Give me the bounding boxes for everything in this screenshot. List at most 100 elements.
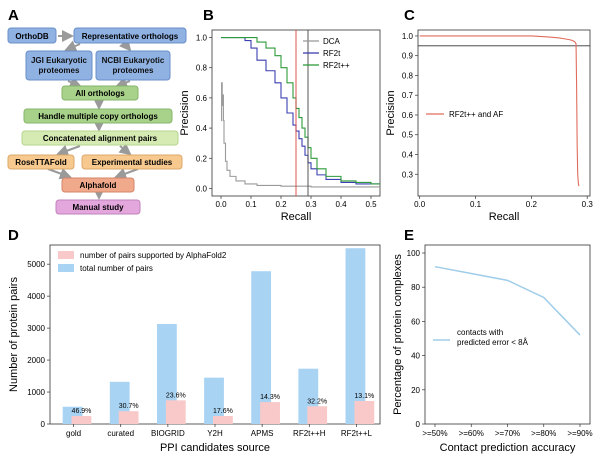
y-axis-title: Precision — [385, 90, 397, 135]
panel-c-label: C — [404, 7, 415, 24]
x-axis-title: Recall — [489, 211, 520, 223]
y-tick-label: 0.6 — [402, 111, 414, 120]
y-tick-label: 1.0 — [402, 32, 414, 41]
plot-e-frame — [424, 244, 591, 425]
y-tick-label: 1.0 — [196, 34, 208, 43]
y-tick-label: 0 — [41, 420, 46, 429]
y-tick-label: 0.0 — [196, 184, 208, 193]
x-tick-label: 0.3 — [305, 200, 317, 209]
series-line-rf2tpp — [221, 36, 380, 185]
panel-d-chart: D 0 1000 2000 3000 4000 5000 46.9% gold 30.7% cura… — [8, 227, 381, 454]
panel-a-label: A — [8, 7, 19, 24]
panel-c-chart: C 0.0 0.1 0.2 0.3 0.3 0.4 0.5 0.6 0.7 0.8 0.9 1.0 Rec… — [385, 7, 593, 223]
panel-e-chart: E 0 20 40 60 80 100 >=50% >=60% >=70% >=80% >=90% Co… — [392, 227, 593, 454]
node-manual-study: Manual study — [55, 199, 141, 215]
bar-percent-label: 17.6% — [213, 408, 233, 415]
y-tick-label: 0.8 — [402, 71, 414, 80]
x-tick-label: 0.4 — [335, 200, 347, 209]
node-ncbi-proteomes: NCBI Eukaryotic proteomes — [95, 50, 171, 81]
x-tick-label: 0.0 — [414, 200, 426, 209]
legend-label: RF2t++ — [323, 61, 350, 70]
legend-label: DCA — [323, 37, 341, 46]
bar-total-biogrid — [156, 323, 177, 424]
y-tick-label: 80 — [411, 283, 420, 292]
node-handle-label: Handle multiple copy orthologs — [38, 112, 158, 121]
y-tick-label: 5000 — [27, 260, 45, 269]
x-tick-label: BIOGRID — [151, 429, 185, 438]
bar-supported-rf2t++l — [354, 400, 375, 424]
y-tick-label: 3000 — [27, 324, 45, 333]
node-experimental-studies: Experimental studies — [81, 154, 183, 170]
x-tick-label: >=90% — [567, 429, 592, 438]
plot-c-frame — [417, 29, 591, 197]
y-tick-label: 0.6 — [196, 94, 208, 103]
y-tick-label: 60 — [411, 317, 420, 326]
x-tick-label: RF2t++L — [341, 429, 373, 438]
y-tick-label: 100 — [407, 249, 421, 258]
node-manual-label: Manual study — [72, 203, 124, 212]
bar-total-y2h — [204, 377, 224, 424]
node-alphafold: Alphafold — [61, 177, 135, 193]
x-tick-label: gold — [66, 429, 81, 438]
legend-label: RF2t — [323, 49, 341, 58]
legend-label: contacts with predicted error < 8Å — [457, 328, 529, 347]
y-axis-title: Precision — [179, 90, 191, 135]
x-tick-label: RF2t++H — [293, 429, 326, 438]
x-tick-label: Y2H — [207, 429, 223, 438]
bar-percent-label: 14.3% — [260, 394, 280, 401]
bar-percent-label: 32.2% — [307, 398, 327, 405]
bar-supported-curated — [118, 411, 139, 424]
y-tick-label: 0.2 — [196, 154, 208, 163]
legend-swatch — [58, 264, 74, 272]
y-tick-label: 0.7 — [402, 91, 414, 100]
bar-percent-label: 13.1% — [354, 393, 374, 400]
x-tick-label: >=80% — [531, 429, 556, 438]
node-rosettafold: RoseTTAFold — [7, 154, 75, 170]
node-jgi-label: JGI Eukaryotic proteomes — [30, 55, 88, 75]
x-axis-title: Contact prediction accuracy — [440, 442, 576, 454]
x-tick-label: >=60% — [459, 429, 484, 438]
y-axis-title: Percentage of protein complexes — [392, 254, 404, 415]
panel-e-label: E — [404, 227, 414, 244]
y-tick-label: 0.4 — [196, 124, 208, 133]
x-tick-label: curated — [107, 429, 134, 438]
x-tick-label: 0.5 — [365, 200, 377, 209]
bar-supported-gold — [71, 416, 92, 424]
bar-supported-y2h — [213, 416, 233, 424]
node-orthodb: OrthoDB — [7, 27, 57, 44]
node-rosetta-label: RoseTTAFold — [15, 158, 67, 167]
node-all-label: All orthologs — [75, 89, 125, 98]
node-concat-label: Concatenated alignment pairs — [43, 134, 158, 143]
node-representative-orthologs: Representative orthologs — [73, 27, 187, 44]
bar-total-rf2t++l — [345, 248, 366, 424]
node-alpha-label: Alphafold — [80, 181, 117, 190]
bar-supported-biogrid — [165, 400, 186, 424]
y-tick-label: 0 — [416, 420, 421, 429]
x-tick-label: 0.0 — [215, 200, 227, 209]
node-jgi-proteomes: JGI Eukaryotic proteomes — [25, 50, 93, 81]
series-line-rf2t — [221, 36, 380, 185]
bar-percent-label: 23.6% — [166, 392, 186, 399]
x-axis-title: Recall — [281, 211, 312, 223]
panel-b-label: B — [203, 7, 214, 24]
node-orthodb-label: OrthoDB — [15, 32, 49, 41]
legend-label: number of pairs supported by AlphaFold2 — [80, 251, 227, 260]
bar-supported-apms — [260, 402, 280, 424]
y-tick-label: 0.8 — [196, 64, 208, 73]
series-line-dca — [221, 82, 380, 188]
x-tick-label: >=70% — [495, 429, 520, 438]
y-tick-label: 0.3 — [402, 170, 414, 179]
bar-supported-rf2t++h — [307, 406, 328, 424]
x-tick-label: 0.1 — [470, 200, 482, 209]
node-concatenated-pairs: Concatenated alignment pairs — [21, 130, 179, 146]
y-tick-label: 0.5 — [402, 131, 414, 140]
panel-d-label: D — [8, 227, 19, 244]
bar-percent-label: 46.9% — [72, 408, 92, 415]
y-tick-label: 0.9 — [402, 52, 414, 61]
legend-label: total number of pairs — [80, 264, 153, 273]
y-tick-label: 40 — [411, 352, 420, 361]
series-line-contacts — [434, 265, 581, 336]
y-tick-label: 0.4 — [402, 151, 414, 160]
node-handle-multiple-copy: Handle multiple copy orthologs — [23, 108, 173, 124]
